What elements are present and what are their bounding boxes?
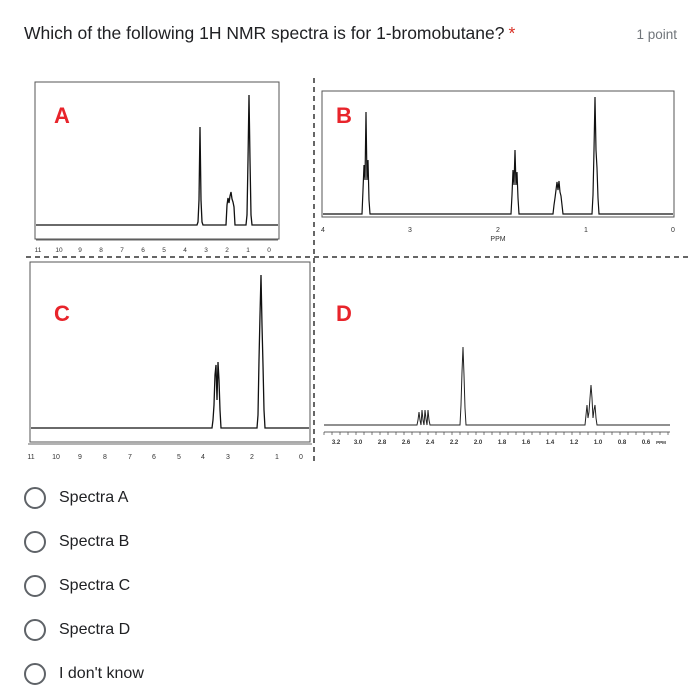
spectrum-b: B 4 3 2 1 0 PPM [321,90,675,243]
option-label: Spectra B [59,533,130,550]
spectrum-b-label: B [336,103,352,128]
spectrum-d-tick: 2.8 [378,440,387,446]
spectrum-b-tick: 2 [496,227,500,234]
spectrum-a-label: A [54,103,70,128]
spectrum-a-tick: 5 [162,247,166,254]
spectrum-c-frame [29,261,311,443]
spectrum-b-tick: 4 [321,227,325,234]
spectrum-c-tick: 3 [226,454,230,461]
spectrum-c-tick: 11 [27,454,34,461]
spectrum-d-ticks: 3.2 3.0 2.8 2.6 2.4 2.2 2.0 1.8 1.6 1.4 … [332,440,666,446]
option-label: Spectra D [59,621,131,638]
spectrum-c-tick: 10 [52,454,60,461]
spectrum-d-trace [324,346,670,426]
spectrum-d: D 3.2 3.0 2.8 2.6 2.4 2.2 2.0 1.8 1.6 1.… [323,301,670,446]
spectrum-a-tick: 3 [204,247,208,254]
spectrum-a-tick: 11 [35,247,42,254]
spectrum-d-tick: 1.4 [546,440,555,446]
spectrum-b-frame [321,90,675,218]
radio-button[interactable] [24,531,46,553]
spectrum-c-tick: 5 [177,454,181,461]
spectrum-c-tick: 8 [103,454,107,461]
spectrum-d-tick: 1.6 [522,440,531,446]
spectrum-b-tick: 3 [408,227,412,234]
spectrum-a-trace [36,94,278,226]
spectrum-a-tick: 2 [225,247,229,254]
spectrum-d-tick: 1.2 [570,440,579,446]
option-spectra-b[interactable]: Spectra B [24,529,324,555]
spectrum-c-ticks: 11 10 9 8 7 6 5 4 3 2 1 0 [27,454,303,461]
spectrum-d-tick: 2.6 [402,440,411,446]
spectrum-a-tick: 9 [78,247,82,254]
spectrum-c-tick: 6 [152,454,156,461]
spectrum-b-ticks: 4 3 2 1 0 PPM [321,227,675,243]
spectrum-d-tick: 0.8 [618,440,627,446]
spectrum-b-tick: 0 [671,227,675,234]
option-dont-know[interactable]: I don't know [24,661,324,687]
spectrum-d-tick: 3.0 [354,440,363,446]
option-label: Spectra A [59,489,129,506]
question-title: Which of the following 1H NMR spectra is… [24,23,515,44]
spectrum-c-tick: 1 [275,454,279,461]
option-label: Spectra C [59,577,131,594]
spectrum-d-tick: 2.4 [426,440,435,446]
spectrum-c-label: C [54,301,70,326]
spectrum-a-tick: 4 [183,247,187,254]
spectrum-a: A 11 10 9 8 7 6 5 4 3 2 1 0 [34,81,280,254]
spectrum-d-tick: 2.2 [450,440,459,446]
radio-button[interactable] [24,575,46,597]
spectrum-b-tick: 1 [584,227,588,234]
spectrum-a-tick: 8 [99,247,103,254]
option-spectra-a[interactable]: Spectra A [24,485,324,511]
spectrum-d-tick: 0.6 [642,440,651,446]
spectrum-d-tick: 3.2 [332,440,341,446]
question-image: A 11 10 9 8 7 6 5 4 3 2 1 0 B 4 3 2 1 0 … [0,70,699,470]
required-star: * [508,23,516,43]
spectrum-b-trace [323,96,673,215]
radio-button[interactable] [24,619,46,641]
points-label: 1 point [636,27,677,42]
radio-button[interactable] [24,487,46,509]
spectrum-c-tick: 2 [250,454,254,461]
spectrum-d-label: D [336,301,352,326]
spectrum-d-tick: 1.0 [594,440,603,446]
spectrum-a-ticks: 11 10 9 8 7 6 5 4 3 2 1 0 [35,247,272,254]
spectrum-c-tick: 7 [128,454,132,461]
spectrum-c: C 11 10 9 8 7 6 5 4 3 2 1 0 [27,261,312,461]
spectrum-a-frame [34,81,280,240]
option-label: I don't know [59,665,144,682]
option-spectra-c[interactable]: Spectra C [24,573,324,599]
spectrum-c-tick: 9 [78,454,82,461]
spectrum-a-tick: 1 [246,247,250,254]
spectrum-a-tick: 7 [120,247,124,254]
spectrum-a-tick: 6 [141,247,145,254]
spectrum-d-tick: 2.0 [474,440,483,446]
nmr-spectra-figure: A 11 10 9 8 7 6 5 4 3 2 1 0 B 4 3 2 1 0 … [26,78,690,464]
spectrum-c-trace [31,274,309,429]
spectrum-d-tick: 1.8 [498,440,507,446]
spectrum-b-axis-label: PPM [490,236,505,243]
spectrum-c-tick: 4 [201,454,205,461]
spectrum-c-tick: 0 [299,454,303,461]
question-text: Which of the following 1H NMR spectra is… [24,23,505,43]
option-spectra-d[interactable]: Spectra D [24,617,324,643]
spectrum-a-tick: 0 [267,247,271,254]
spectrum-d-axis-unit: PPM [656,440,666,445]
radio-button[interactable] [24,663,46,685]
spectrum-a-tick: 10 [55,247,63,254]
spectrum-d-minor-ticks [323,432,669,435]
